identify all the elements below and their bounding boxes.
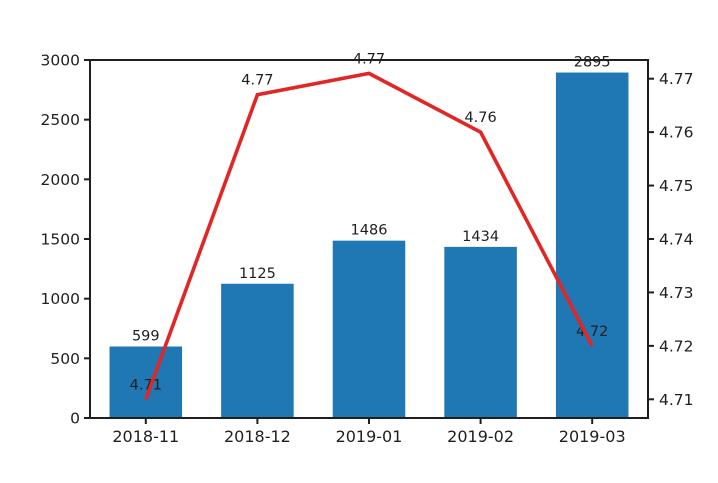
right-axis-tick-label: 4.73 [659,284,694,302]
right-axis-tick-label: 4.72 [659,337,694,355]
right-axis-tick-label: 4.76 [659,124,694,142]
line-value-label: 4.71 [130,377,162,393]
bar [444,246,517,418]
line-value-label: 4.76 [464,110,496,126]
left-axis-tick-label: 1500 [41,231,80,249]
right-axis-tick-label: 4.75 [659,177,694,195]
x-axis-tick-label: 2018-11 [112,427,179,446]
bar-value-label: 2895 [574,55,611,71]
x-axis-tick-label: 2018-12 [224,427,291,446]
bar [221,283,294,418]
left-axis-tick-label: 2500 [41,111,80,129]
left-axis-tick-label: 3000 [41,52,80,70]
x-axis-tick-label: 2019-02 [447,427,514,446]
left-axis-tick-label: 2000 [41,171,80,189]
left-axis-tick-label: 500 [50,350,80,368]
bar-value-label: 1486 [351,223,388,239]
right-axis-tick-label: 4.74 [659,231,694,249]
x-axis-tick-label: 2019-01 [336,427,403,446]
left-axis-tick-label: 0 [70,410,80,428]
bar [555,72,629,418]
line-series [144,71,594,400]
right-axis-tick-label: 4.71 [659,391,694,409]
right-axis-tick-label: 4.77 [659,70,694,88]
bar-value-label: 1125 [239,266,276,282]
left-axis-tick-label: 1000 [41,290,80,308]
bar [109,346,183,418]
bar-value-label: 1434 [462,229,499,245]
bar [332,240,406,418]
line-value-label: 4.77 [241,73,273,89]
bar-value-label: 599 [132,329,160,345]
x-axis-tick-label: 2019-03 [559,427,626,446]
